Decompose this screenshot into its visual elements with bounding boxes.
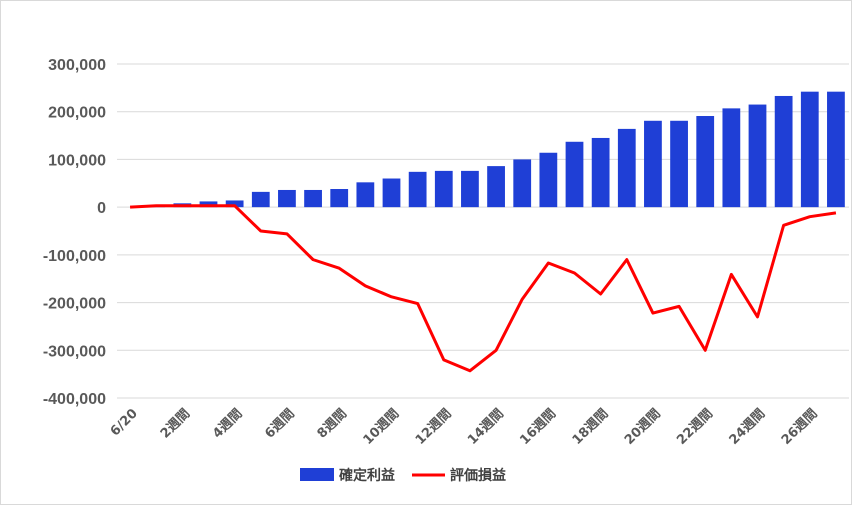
bar [539, 152, 558, 208]
bar [774, 95, 793, 208]
bar [748, 104, 767, 208]
bar [225, 200, 244, 208]
bar [487, 166, 505, 208]
y-tick-label: -200,000 [43, 296, 106, 313]
y-tick-label: 300,000 [48, 57, 106, 74]
x-tick-label: 26週間 [779, 406, 821, 448]
bar [356, 182, 375, 208]
y-tick-label: -300,000 [43, 343, 106, 360]
y-tick-label: 200,000 [48, 105, 106, 122]
bar [696, 116, 715, 208]
x-tick-label: 20週間 [622, 406, 664, 448]
bar [251, 191, 270, 208]
y-tick-label: -100,000 [43, 248, 106, 265]
y-tick-label: -400,000 [43, 391, 106, 408]
y-axis-ticks: 300,000 200,000 100,000 0 -100,000 -200,000 -3… [43, 57, 106, 408]
bar [722, 108, 741, 208]
x-tick-label: 6週間 [262, 406, 297, 441]
x-tick-label: 22週間 [674, 406, 716, 448]
bar [827, 91, 845, 208]
legend-label-bar: 確定利益 [339, 467, 395, 484]
bar [434, 170, 453, 208]
bar [382, 178, 401, 208]
x-tick-label: 10週間 [361, 406, 403, 448]
legend-swatch-bar [300, 468, 334, 481]
x-tick-label: 4週間 [210, 406, 245, 441]
x-axis-ticks: 6/20 2週間 4週間 6週間 8週間 10週間 12週間 14週間 16週間 18週間 20週間… [108, 406, 821, 448]
bar [800, 91, 819, 208]
bar [513, 159, 532, 208]
bar [304, 189, 322, 208]
bar [565, 141, 584, 208]
bar [617, 128, 636, 208]
line-path [129, 204, 837, 373]
x-tick-label: 12週間 [413, 406, 455, 448]
line-series [129, 204, 837, 373]
y-tick-label: 0 [97, 200, 106, 217]
y-tick-label: 100,000 [48, 152, 106, 169]
x-tick-label: 14週間 [465, 406, 507, 448]
bar [278, 189, 296, 208]
x-tick-label: 24週間 [727, 406, 769, 448]
x-tick-label: 16週間 [517, 406, 559, 448]
x-tick-label: 6/20 [108, 406, 141, 439]
bar [644, 120, 662, 208]
legend: 確定利益 評価損益 [300, 467, 506, 484]
legend-label-line: 評価損益 [450, 467, 506, 484]
bar [461, 170, 479, 208]
bar [408, 171, 427, 208]
bar [591, 137, 610, 208]
bars-series [147, 91, 845, 208]
x-tick-label: 2週間 [158, 406, 193, 441]
x-tick-label: 18週間 [570, 406, 612, 448]
bar [670, 120, 688, 208]
bar [330, 189, 349, 208]
x-tick-label: 8週間 [315, 406, 350, 441]
